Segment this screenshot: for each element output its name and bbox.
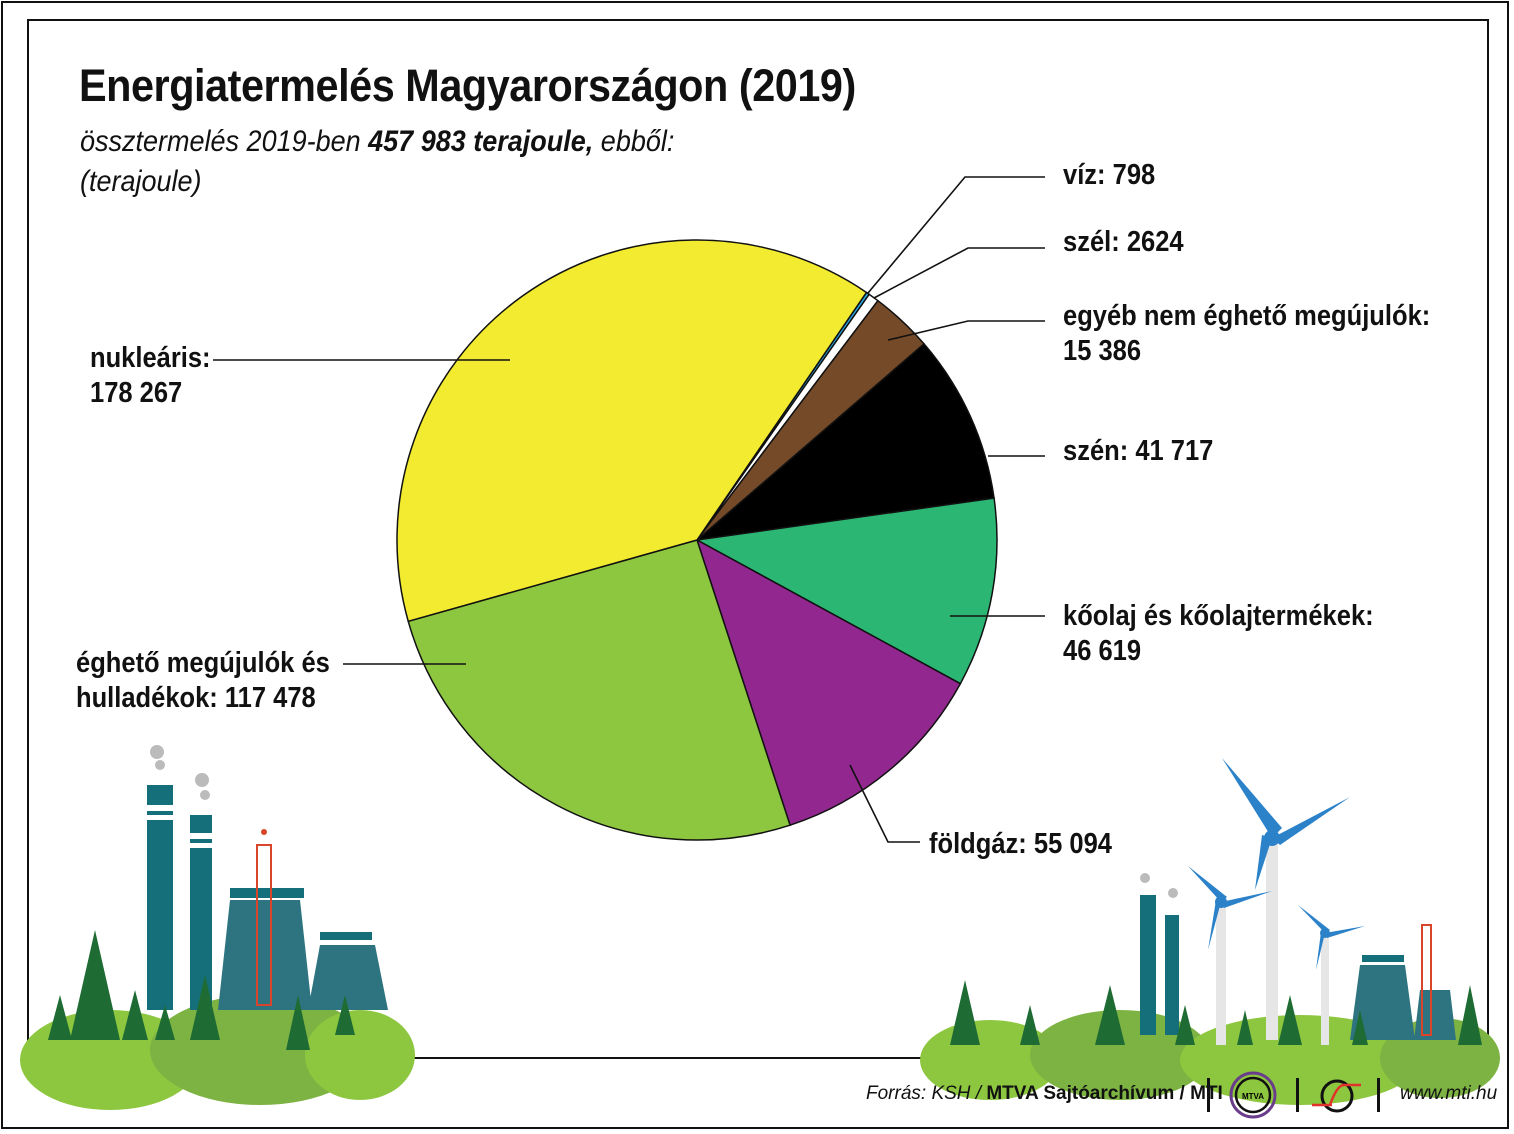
label-koolaj-name: kőolaj és kőolajtermékek: bbox=[1063, 600, 1374, 632]
pie-slice-éghető-megújulók-és-hulladékok bbox=[407, 539, 792, 841]
subtitle-suffix: ebből: bbox=[593, 125, 675, 158]
source-bold: MTVA Sajtóarchívum / MTI bbox=[986, 1083, 1223, 1104]
leader-line-szel bbox=[873, 247, 1045, 299]
left-scenery-illustration bbox=[20, 745, 415, 1110]
website-link[interactable]: www.mti.hu bbox=[1400, 1083, 1498, 1104]
label-nuklearis-value: 178 267 bbox=[90, 377, 183, 409]
pie-chart bbox=[396, 239, 998, 841]
leader-lines bbox=[213, 176, 1045, 843]
label-koolaj: kőolaj és kőolajtermékek: 46 619 bbox=[1063, 599, 1374, 669]
chart-title: Energiatermelés Magyarországon (2019) bbox=[79, 60, 856, 111]
source-credit: Forrás: KSH / MTVA Sajtóarchívum / MTI bbox=[866, 1083, 1223, 1105]
leader-line-egyeb bbox=[887, 320, 1045, 341]
label-egyeb-value: 15 386 bbox=[1063, 335, 1142, 367]
right-scenery-illustration bbox=[920, 758, 1500, 1105]
pie-slice-szén bbox=[694, 342, 995, 542]
label-szen: szén: 41 717 bbox=[1063, 435, 1214, 467]
pie-slice-földgáz bbox=[695, 538, 962, 827]
label-koolaj-value: 46 619 bbox=[1063, 635, 1142, 667]
subtitle-prefix: össztermelés 2019-ben bbox=[80, 125, 369, 158]
leader-line-foldgaz bbox=[849, 764, 920, 843]
subtitle-total: 457 983 terajoule, bbox=[368, 125, 594, 158]
label-foldgaz: földgáz: 55 094 bbox=[929, 828, 1112, 860]
label-nuklearis: nukleáris: 178 267 bbox=[90, 341, 211, 411]
leader-line-viz bbox=[867, 176, 1045, 294]
label-viz: víz: 798 bbox=[1063, 159, 1156, 191]
label-egheto-name: éghető megújulók és bbox=[76, 647, 330, 679]
subtitle-unit: (terajoule) bbox=[80, 165, 202, 198]
chart-frame bbox=[27, 19, 1489, 1059]
label-egyeb-name: egyéb nem éghető megújulók: bbox=[1063, 300, 1431, 332]
label-egyeb: egyéb nem éghető megújulók: 15 386 bbox=[1063, 299, 1430, 369]
chart-subtitle: össztermelés 2019-ben 457 983 terajoule,… bbox=[80, 122, 674, 202]
label-egheto-value: hulladékok: 117 478 bbox=[76, 682, 316, 714]
label-szel: szél: 2624 bbox=[1063, 226, 1184, 258]
pie-slice-nukleáris bbox=[396, 239, 868, 623]
pie-slice-kőolaj-és-kőolajtermékek bbox=[694, 497, 998, 685]
label-egheto: éghető megújulók és hulladékok: 117 478 bbox=[76, 646, 330, 716]
source-prefix: Forrás: KSH / bbox=[866, 1083, 987, 1104]
label-nuklearis-name: nukleáris: bbox=[90, 342, 211, 374]
